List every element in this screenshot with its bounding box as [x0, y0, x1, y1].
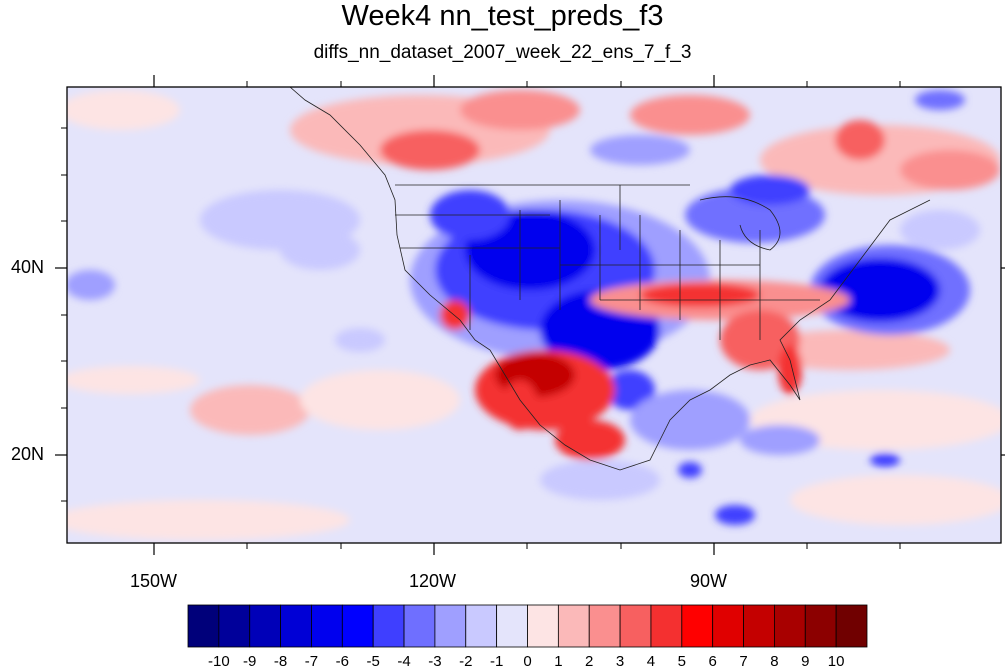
colorbar-swatch: [311, 604, 343, 648]
colorbar-label: 7: [739, 653, 748, 670]
colorbar-swatch: [465, 604, 498, 648]
colorbar-swatch: [434, 604, 467, 648]
colorbar-label: 1: [554, 653, 563, 670]
coastlines: [289, 87, 931, 471]
colorbar-label: 10: [827, 653, 845, 670]
lat-tick-label: 40N: [11, 257, 45, 277]
colorbar-swatch: [496, 604, 528, 648]
colorbar-label: -10: [208, 653, 230, 670]
lon-tick-label: 120W: [409, 571, 457, 591]
colorbar-label: 9: [801, 653, 810, 670]
colorbar-swatch: [280, 604, 312, 648]
colorbar-label: 8: [770, 653, 779, 670]
colorbar-label: 2: [585, 653, 594, 670]
colorbar-label: 0: [523, 653, 532, 670]
axis-ticks: [55, 75, 1005, 555]
colorbar-swatch: [743, 604, 775, 648]
colorbar-label: -4: [397, 653, 411, 670]
colorbar-swatch: [712, 604, 744, 648]
colorbar-swatch: [557, 604, 590, 648]
colorbar-label: -8: [273, 653, 288, 670]
colorbar-swatch: [804, 604, 837, 648]
colorbar-swatch: [774, 604, 806, 648]
colorbar-label: 3: [615, 653, 625, 670]
colorbar-swatch: [249, 604, 281, 648]
colorbar-swatch: [835, 604, 868, 648]
colorbar-label: -9: [243, 653, 257, 670]
colorbar-label: -1: [489, 653, 504, 670]
colorbar-label: -3: [428, 653, 442, 670]
colorbar-swatch: [403, 604, 436, 648]
colorbar-label: -6: [335, 653, 349, 670]
axis-minor-ticks: [61, 81, 901, 549]
colorbar-swatch: [619, 604, 652, 648]
colorbar-label: 6: [708, 653, 717, 670]
lon-tick-label: 150W: [130, 571, 178, 591]
colorbar-swatch: [341, 604, 374, 648]
colorbar-swatch: [588, 604, 621, 648]
colorbar-swatch: [527, 604, 559, 648]
colorbar-label: -2: [459, 653, 473, 670]
colorbar-swatch: [650, 604, 683, 648]
colorbar-label: 4: [646, 653, 656, 670]
colorbar-swatch: [187, 604, 220, 648]
colorbar-swatch: [218, 604, 251, 648]
map-subtitle: diffs_nn_dataset_2007_week_22_ens_7_f_3: [313, 42, 692, 63]
colorbar: [187, 604, 868, 648]
lon-tick-label: 90W: [690, 571, 728, 591]
colorbar-label: -5: [366, 653, 380, 670]
anomaly-field: [67, 87, 1001, 543]
colorbar-label: -7: [304, 653, 319, 670]
colorbar-label: 5: [677, 653, 686, 670]
colorbar-swatch: [681, 604, 714, 648]
lat-tick-label: 20N: [11, 444, 45, 464]
map-title: Week4 nn_test_preds_f3: [341, 0, 664, 32]
colorbar-swatch: [372, 604, 405, 648]
